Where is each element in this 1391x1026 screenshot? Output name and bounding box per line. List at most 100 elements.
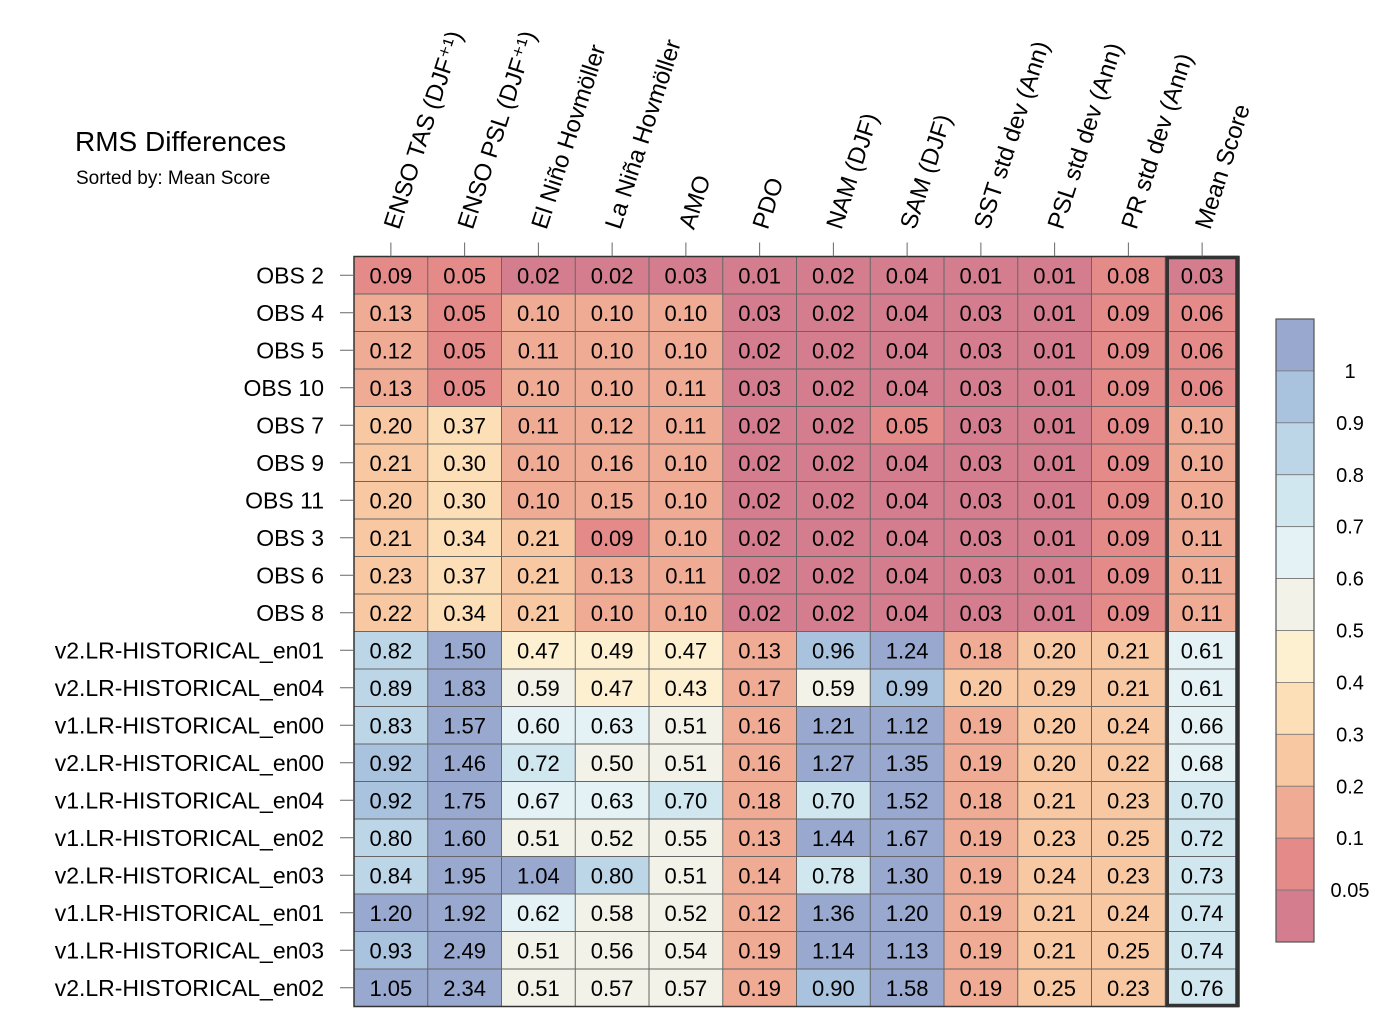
row-label: v2.LR-HISTORICAL_en04 [55,675,325,701]
heatmap-cell [427,594,502,632]
cell-value-label: 1.50 [443,638,486,663]
cell-value-label: 0.10 [664,601,707,626]
row-label: OBS 5 [256,337,324,363]
cell-value-label: 1.12 [886,713,929,738]
heatmap-cell [1017,331,1092,369]
heatmap-cell [501,294,576,332]
heatmap-cell [1017,444,1092,482]
heatmap-cell [575,519,649,557]
heatmap-cell [501,369,576,407]
colorbar-bin [1275,837,1315,891]
cell-value-label: 0.50 [591,751,634,776]
heatmap-cell [870,631,944,669]
cell-value-label: 0.01 [1033,413,1076,438]
heatmap-cell [575,669,649,707]
column-label: PDO [748,175,790,233]
cell-value-label: 0.10 [1181,413,1224,438]
cell-value-label: 0.18 [959,788,1002,813]
heatmap-cell [501,931,576,969]
heatmap-cell [1091,744,1166,782]
cell-value-label: 0.20 [369,413,412,438]
heatmap-cell [1165,781,1239,819]
row-label: OBS 11 [245,487,324,513]
heatmap-cell [1017,631,1092,669]
cell-value-label: 0.76 [1181,976,1224,1001]
cell-value-label: 0.51 [664,863,707,888]
heatmap-cell [1165,331,1239,369]
heatmap-cell [722,744,797,782]
heatmap-cell [944,856,1018,894]
heatmap-cell [1017,819,1092,857]
cell-value-label: 0.03 [959,451,1002,476]
cell-value-label: 0.23 [1107,976,1150,1001]
heatmap-cell [649,369,723,407]
heatmap-cell [1091,594,1166,632]
heatmap-cell [870,406,944,444]
cell-value-label: 0.24 [1107,713,1150,738]
row-label: v1.LR-HISTORICAL_en04 [55,787,325,813]
heatmap-cell [427,406,502,444]
heatmap-cell [649,594,723,632]
cell-value-label: 0.11 [665,413,706,438]
row-labels: OBS 2 OBS 4 OBS 5 OBS 10 OBS 7 OBS 9 OBS 11 OBS… [55,262,354,1001]
cell-value-label: 0.63 [591,713,634,738]
heatmap-cell [722,594,797,632]
heatmap-cell [1165,519,1239,557]
heatmap-cell [944,331,1018,369]
colorbar-bin [1275,785,1315,839]
heatmap-cell [501,669,576,707]
heatmap-cell [575,256,649,294]
cell-value-label: 0.18 [738,788,781,813]
heatmap-cell [1091,331,1166,369]
cell-value-label: 0.10 [517,451,560,476]
column-label: La Niña Hovmöller [600,36,687,232]
heatmap-cell [1165,556,1239,594]
heatmap-frame [353,255,1240,1008]
cell-value-label: 0.19 [959,863,1002,888]
cell-value-label: 0.11 [1182,526,1223,551]
cell-value-label: 0.24 [1107,901,1150,926]
cell-value-label: 0.04 [886,526,929,551]
heatmap-cell [870,444,944,482]
heatmap-cell [427,706,502,744]
heatmap-cell [1017,969,1092,1007]
cell-value-label: 0.25 [1107,826,1150,851]
heatmap-cell [1165,856,1239,894]
cell-value-label: 0.37 [443,563,486,588]
heatmap-cell [649,856,723,894]
colorbar-bin [1275,422,1315,476]
heatmap-cell [354,969,428,1007]
heatmap-cell [354,631,428,669]
heatmap-cell [1017,481,1092,519]
heatmap-cell [722,256,797,294]
heatmap-cell [796,444,871,482]
cell-value-label: 1.57 [443,713,486,738]
heatmap-cell [944,894,1018,932]
cell-value-label: 0.02 [738,338,781,363]
heatmap-cell [722,481,797,519]
heatmap-cell [501,519,576,557]
heatmap-cell [575,781,649,819]
heatmap-cell [1017,706,1092,744]
cell-value-label: 0.03 [1181,263,1224,288]
heatmap-cell [427,781,502,819]
cell-value-label: 0.66 [1181,713,1224,738]
row-label: v2.LR-HISTORICAL_en01 [55,637,324,663]
heatmap-cell [1017,519,1092,557]
heatmap-cell [575,556,649,594]
cell-value-label: 0.62 [517,901,560,926]
cell-value-label: 0.09 [1107,488,1150,513]
heatmap-cell [722,706,797,744]
row-label: v2.LR-HISTORICAL_en02 [55,975,324,1001]
cell-value-label: 0.02 [517,263,560,288]
cell-value-label: 0.25 [1107,938,1150,963]
heatmap-cell [1091,256,1166,294]
heatmap-cell [870,594,944,632]
chart-title: RMS Differences [75,126,287,157]
cell-value-label: 0.04 [886,601,929,626]
cell-value-label: 0.16 [738,713,781,738]
cell-value-label: 0.01 [1033,488,1076,513]
heatmap-cell [1165,369,1239,407]
cell-value-label: 0.30 [443,451,486,476]
heatmap-cell [796,781,871,819]
